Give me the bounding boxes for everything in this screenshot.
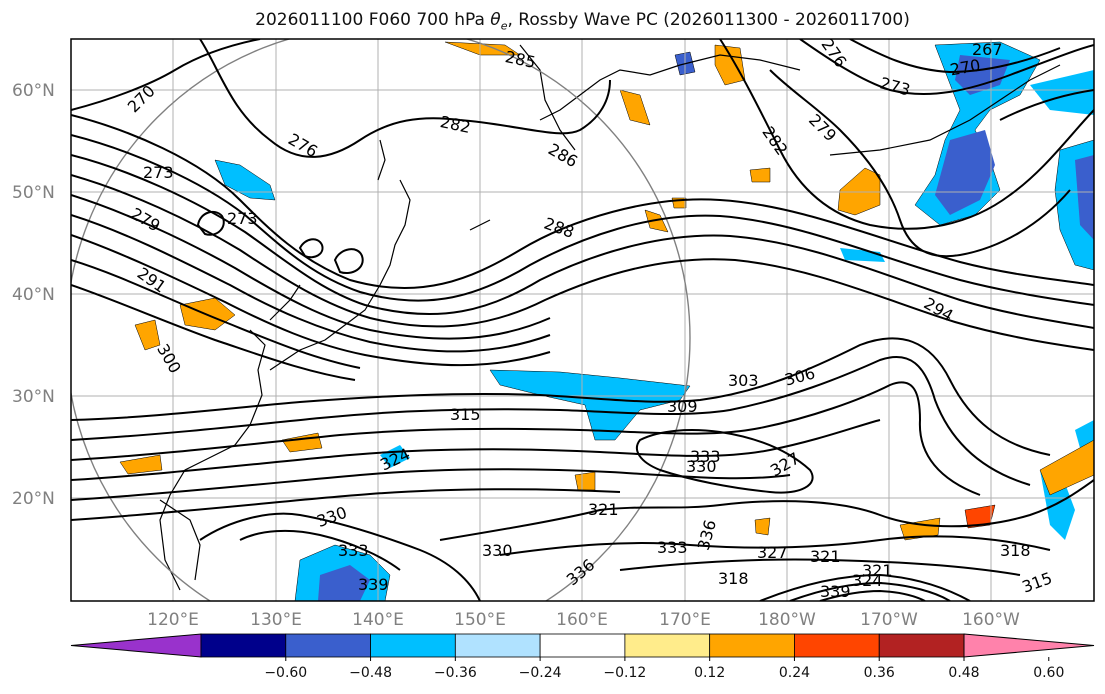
title-subscript: e — [500, 19, 508, 33]
colorbar-tick-label: −0.36 — [434, 665, 477, 681]
figure-title: 2026011100 F060 700 hPa θe, Rossby Wave … — [0, 10, 1105, 32]
colorbar-bin — [200, 633, 287, 658]
contour-label: 324 — [852, 571, 883, 590]
contour-label: 339 — [820, 582, 851, 601]
contour-label: 321 — [588, 500, 619, 519]
contour-label: 321 — [810, 547, 841, 566]
lon-label: 120°E — [147, 610, 199, 630]
contour-label: 267 — [972, 40, 1003, 59]
lat-label: 60°N — [12, 81, 55, 101]
contour-label: 330 — [686, 457, 717, 476]
contour-label: 318 — [718, 569, 749, 588]
colorbar-tick-label: −0.48 — [349, 665, 392, 681]
colorbar-tick-label: 0.48 — [948, 665, 979, 681]
lon-label: 150°E — [454, 610, 506, 630]
colorbar-bin — [539, 633, 626, 658]
lat-label: 50°N — [12, 183, 55, 203]
contour-label: 333 — [690, 447, 721, 466]
range-circle — [71, 39, 691, 601]
coastlines — [159, 44, 1061, 591]
colorbar-extend-low — [70, 633, 202, 658]
contour-label: 318 — [1000, 541, 1031, 560]
title-main: 2026011100 F060 700 hPa — [255, 10, 491, 30]
colorbar-tick-label: 0.12 — [694, 665, 725, 681]
contour-label: 321 — [862, 561, 893, 580]
latitude-labels: 60°N 50°N 40°N 30°N 20°N — [12, 81, 55, 509]
lon-label: 160°W — [962, 610, 1020, 630]
colorbar-bin — [454, 633, 541, 658]
colorbar-bin — [878, 633, 965, 658]
title-rest: , Rossby Wave PC (2026011300 - 202601170… — [507, 10, 910, 30]
map-border — [70, 38, 1095, 602]
colorbar-bin — [794, 633, 880, 658]
colorbar-tick-label: 0.60 — [1033, 665, 1064, 681]
contour-label: 333 — [657, 538, 688, 557]
theta-e-contours — [71, 39, 1094, 601]
colorbar-tick-label: −0.12 — [603, 665, 646, 681]
contour-label: 315 — [450, 405, 481, 424]
colorbar-bin — [624, 633, 711, 658]
colorbar-tick-label: 0.24 — [779, 665, 810, 681]
title-symbol: θ — [490, 10, 501, 30]
colorbar-tick-label: −0.60 — [264, 665, 307, 681]
contour-label: 309 — [667, 397, 698, 416]
colorbar-tick-label: 0.36 — [864, 665, 895, 681]
colorbar-bin — [285, 633, 371, 658]
contour-label: 303 — [728, 371, 759, 390]
colorbar: −0.60 −0.48 −0.36 −0.24 −0.12 0.12 0.24 0.36 0.4… — [70, 633, 1095, 681]
contour-label: 273 — [227, 209, 258, 228]
anomaly-shading — [119, 41, 1094, 601]
colorbar-bin — [709, 633, 795, 658]
graticule — [71, 39, 1094, 601]
colorbar-extend-high — [963, 633, 1095, 658]
lon-label: 160°E — [556, 610, 608, 630]
lon-label: 140°E — [352, 610, 404, 630]
colorbar-tick-label: −0.24 — [519, 665, 562, 681]
contour-label: 339 — [358, 575, 389, 594]
longitude-labels: 120°E 130°E 140°E 150°E 160°E 170°E 180°… — [147, 610, 1020, 630]
lat-label: 40°N — [12, 285, 55, 305]
contour-label: 327 — [757, 543, 788, 562]
colorbar-bin — [370, 633, 456, 658]
lat-label: 20°N — [12, 489, 55, 509]
lat-label: 30°N — [12, 387, 55, 407]
lon-label: 170°E — [659, 610, 711, 630]
lon-label: 130°E — [250, 610, 302, 630]
lon-label: 170°W — [860, 610, 918, 630]
contour-label: 333 — [338, 541, 369, 560]
contour-label: 330 — [482, 541, 513, 560]
lon-label: 180°W — [758, 610, 816, 630]
contour-label: 273 — [143, 163, 174, 182]
